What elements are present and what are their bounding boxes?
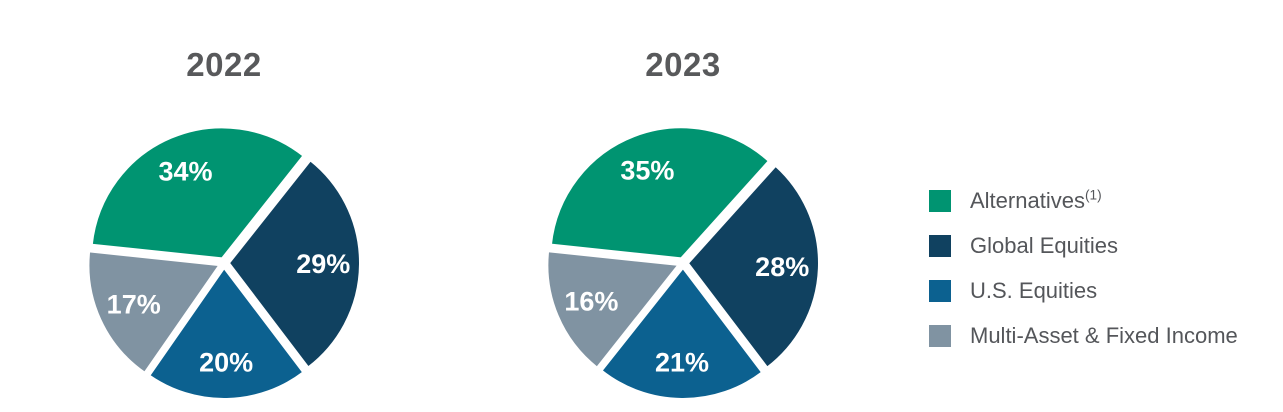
slice-label-2022-Global Equities: 29% <box>296 249 350 279</box>
slice-label-2023-Global Equities: 28% <box>755 252 809 282</box>
legend-swatch-multi-asset-fixed-income <box>929 324 951 347</box>
legend-item-global-equities: Global Equities <box>929 223 1238 268</box>
pie-slice-2023-Alternatives(1) <box>549 126 770 260</box>
legend-label-multi-asset-fixed-income: Multi-Asset & Fixed Income <box>970 323 1238 349</box>
legend-label-global-equities: Global Equities <box>970 233 1118 259</box>
pie-slice-2022-Multi-Asset & Fixed Income <box>87 250 221 374</box>
legend-item-us-equities: U.S. Equities <box>929 268 1238 313</box>
pie-slice-2023-Multi-Asset & Fixed Income <box>546 250 680 369</box>
legend-swatch-global-equities <box>929 234 951 257</box>
legend-item-alternatives: Alternatives(1) <box>929 178 1238 223</box>
pie-chart-block-2023: 2023 35% 28% 21% 16% <box>518 45 848 412</box>
legend-footnote-marker: (1) <box>1084 187 1102 203</box>
chart-title-2022: 2022 <box>186 46 262 83</box>
pie-slice-2022-U.S. Equities <box>148 267 305 400</box>
legend-swatch-us-equities <box>929 279 951 302</box>
pie-slice-2023-Global Equities <box>687 164 820 369</box>
slice-label-2023-U.S. Equities: 21% <box>655 347 709 377</box>
pie-slice-2022-Alternatives(1) <box>90 126 305 260</box>
legend-label-text: U.S. Equities <box>970 277 1098 303</box>
legend-label-text: Alternatives <box>970 187 1085 213</box>
slice-label-2022-U.S. Equities: 20% <box>199 347 253 377</box>
pie-slice-2023-U.S. Equities <box>600 267 764 400</box>
pie-slice-2022-Global Equities <box>228 159 361 369</box>
slice-label-2022-Multi-Asset & Fixed Income: 17% <box>107 289 161 319</box>
slice-label-2023-Alternatives(1): 35% <box>620 155 674 185</box>
legend-label-us-equities: U.S. Equities <box>970 278 1097 304</box>
pie-chart-2023: 35% 28% 21% 16% <box>546 126 820 400</box>
legend-label-alternatives: Alternatives(1) <box>970 188 1102 214</box>
legend-label-text: Multi-Asset & Fixed Income <box>970 322 1238 348</box>
pie-chart-block-2022: 2022 34% 29% 20% 17% <box>59 45 389 412</box>
pie-chart-2022: 34% 29% 20% 17% <box>87 126 361 400</box>
legend-item-multi-asset-fixed-income: Multi-Asset & Fixed Income <box>929 313 1238 358</box>
legend-label-text: Global Equities <box>970 232 1118 258</box>
legend-swatch-alternatives <box>929 189 951 212</box>
legend: Alternatives(1) Global Equities U.S. Equ… <box>929 178 1238 358</box>
slice-label-2022-Alternatives(1): 34% <box>158 156 212 186</box>
slice-label-2023-Multi-Asset & Fixed Income: 16% <box>564 287 618 317</box>
chart-title-2023: 2023 <box>645 46 721 83</box>
